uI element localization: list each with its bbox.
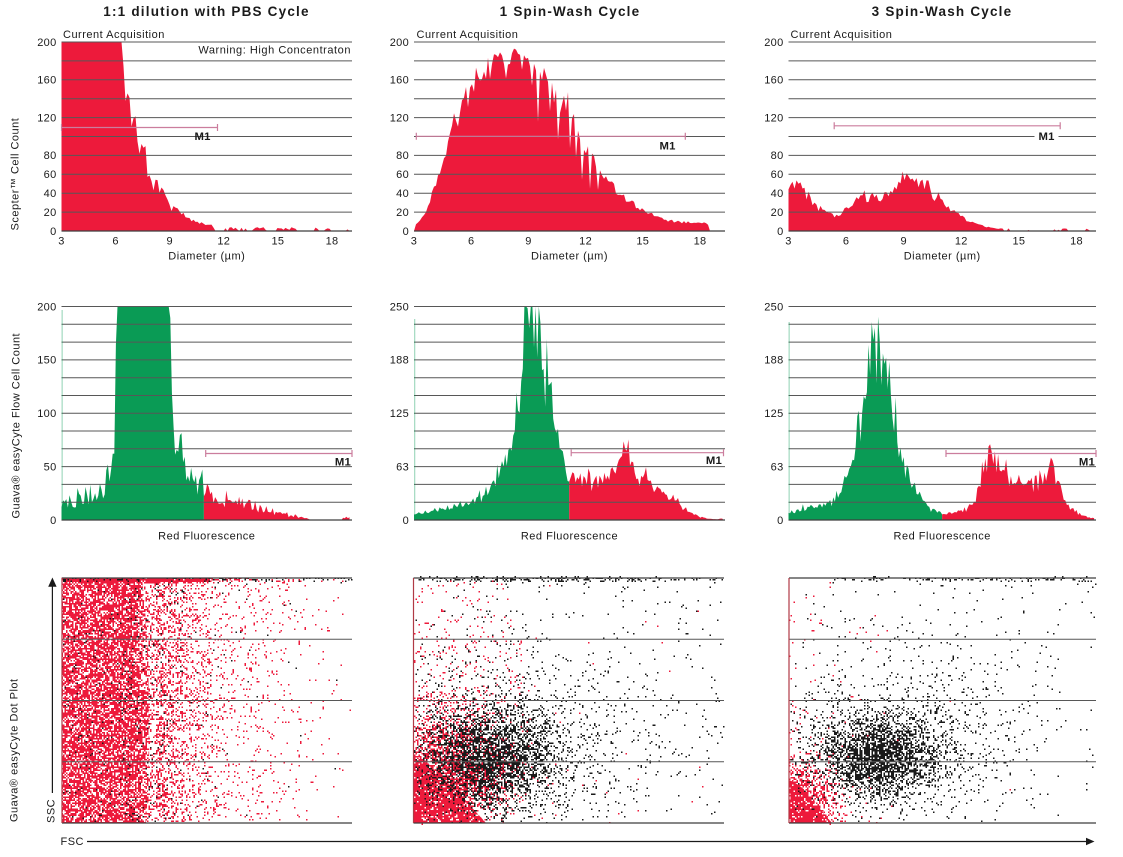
svg-text:Scepter™ Cell Count: Scepter™ Cell Count	[10, 118, 22, 231]
svg-text:Current Acquisition: Current Acquisition	[791, 29, 893, 41]
svg-text:Diameter (µm): Diameter (µm)	[531, 251, 608, 263]
svg-text:Red Fluorescence: Red Fluorescence	[521, 531, 618, 543]
svg-text:125: 125	[390, 408, 409, 420]
svg-text:50: 50	[44, 461, 57, 473]
svg-text:SSC: SSC	[46, 799, 58, 823]
svg-text:6: 6	[112, 236, 118, 248]
svg-text:Guava® easyCyte Flow Cell Coun: Guava® easyCyte Flow Cell Count	[11, 333, 23, 519]
svg-text:Guava® easyCyte Dot Plot: Guava® easyCyte Dot Plot	[9, 678, 21, 822]
svg-text:12: 12	[217, 236, 230, 248]
svg-text:18: 18	[326, 236, 339, 248]
svg-text:160: 160	[764, 75, 783, 87]
svg-text:M1: M1	[194, 131, 210, 143]
svg-text:60: 60	[396, 169, 409, 181]
svg-text:3: 3	[785, 236, 791, 248]
svg-text:188: 188	[764, 355, 783, 367]
svg-text:63: 63	[396, 461, 409, 473]
svg-text:120: 120	[390, 112, 409, 124]
svg-text:100: 100	[37, 408, 56, 420]
svg-text:15: 15	[1012, 236, 1025, 248]
svg-text:Current Acquisition: Current Acquisition	[63, 29, 165, 41]
svg-text:200: 200	[37, 37, 56, 49]
svg-text:80: 80	[396, 150, 409, 162]
svg-text:Current Acquisition: Current Acquisition	[417, 29, 519, 41]
svg-text:0: 0	[777, 515, 783, 527]
svg-text:125: 125	[764, 408, 783, 420]
svg-text:63: 63	[771, 461, 784, 473]
svg-text:Red Fluorescence: Red Fluorescence	[894, 531, 991, 543]
svg-text:250: 250	[390, 301, 409, 313]
svg-text:12: 12	[955, 236, 968, 248]
svg-text:20: 20	[771, 207, 784, 219]
svg-text:M1: M1	[1038, 131, 1054, 143]
svg-text:FSC: FSC	[61, 836, 85, 848]
svg-text:60: 60	[771, 169, 784, 181]
svg-text:0: 0	[50, 226, 56, 238]
svg-text:20: 20	[396, 207, 409, 219]
svg-text:15: 15	[271, 236, 284, 248]
svg-text:120: 120	[37, 112, 56, 124]
svg-text:1:1 dilution with PBS Cycle: 1:1 dilution with PBS Cycle	[103, 4, 309, 19]
svg-text:160: 160	[390, 75, 409, 87]
svg-text:60: 60	[44, 169, 57, 181]
svg-text:0: 0	[403, 226, 409, 238]
svg-text:0: 0	[777, 226, 783, 238]
svg-text:80: 80	[44, 150, 57, 162]
svg-text:9: 9	[525, 236, 531, 248]
svg-text:150: 150	[37, 355, 56, 367]
svg-text:15: 15	[636, 236, 649, 248]
svg-text:3 Spin-Wash Cycle: 3 Spin-Wash Cycle	[872, 4, 1013, 19]
svg-text:40: 40	[396, 188, 409, 200]
svg-text:M1: M1	[706, 455, 722, 467]
svg-text:6: 6	[843, 236, 849, 248]
svg-text:6: 6	[468, 236, 474, 248]
svg-text:18: 18	[1070, 236, 1083, 248]
svg-text:Diameter (µm): Diameter (µm)	[168, 251, 245, 263]
svg-text:40: 40	[771, 188, 784, 200]
svg-text:3: 3	[411, 236, 417, 248]
svg-text:200: 200	[37, 301, 56, 313]
svg-text:200: 200	[390, 37, 409, 49]
svg-text:20: 20	[44, 207, 57, 219]
svg-text:M1: M1	[659, 141, 675, 153]
svg-text:9: 9	[166, 236, 172, 248]
svg-text:188: 188	[390, 355, 409, 367]
svg-text:0: 0	[403, 515, 409, 527]
svg-text:9: 9	[900, 236, 906, 248]
svg-text:120: 120	[764, 112, 783, 124]
svg-text:12: 12	[579, 236, 592, 248]
svg-text:M1: M1	[1079, 457, 1095, 469]
svg-text:Diameter (µm): Diameter (µm)	[904, 251, 981, 263]
svg-text:200: 200	[764, 37, 783, 49]
svg-text:250: 250	[764, 301, 783, 313]
svg-text:Warning: High Concentraton: Warning: High Concentraton	[198, 45, 351, 57]
svg-text:0: 0	[50, 515, 56, 527]
svg-text:80: 80	[771, 150, 784, 162]
svg-text:160: 160	[37, 75, 56, 87]
svg-text:40: 40	[44, 188, 57, 200]
svg-text:M1: M1	[335, 457, 351, 469]
svg-text:18: 18	[694, 236, 707, 248]
svg-text:3: 3	[58, 236, 64, 248]
svg-text:1 Spin-Wash Cycle: 1 Spin-Wash Cycle	[500, 4, 641, 19]
svg-text:Red Fluorescence: Red Fluorescence	[158, 531, 255, 543]
